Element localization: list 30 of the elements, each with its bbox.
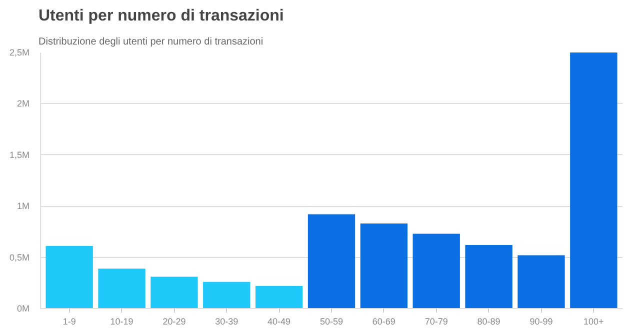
bar (570, 52, 618, 308)
y-tick-label: 1,5M (9, 150, 30, 160)
x-tick-label: 10-19 (110, 316, 134, 326)
x-tick-label: 1-9 (62, 316, 76, 326)
bar (46, 246, 93, 308)
x-tick-label: 90-99 (530, 316, 553, 326)
x-tick-label: 70-79 (424, 316, 448, 326)
bar (150, 276, 198, 308)
bar (360, 224, 408, 308)
bar (412, 234, 460, 308)
y-tick-label: 0,5M (9, 252, 30, 262)
x-tick-label: 40-49 (268, 316, 291, 326)
x-tick-label: 60-69 (372, 316, 396, 326)
chart-title: Utenti per numero di transazioni (38, 8, 284, 24)
bar (203, 282, 250, 308)
y-tick-label: 2M (17, 98, 30, 109)
bar (518, 255, 565, 308)
bar (465, 245, 512, 308)
x-tick-label: 20-29 (162, 316, 186, 326)
x-tick-label: 100+ (584, 316, 604, 326)
chart-subtitle: Distribuzione degli utenti per numero di transazioni (38, 36, 264, 48)
x-tick-label: 50-59 (320, 316, 344, 326)
bar (98, 268, 146, 308)
x-tick-label: 30-39 (215, 316, 238, 326)
bar (255, 286, 303, 308)
y-tick-label: 1M (17, 201, 30, 212)
y-tick-label: 0M (17, 304, 30, 314)
y-tick-label: 2,5M (9, 48, 30, 58)
x-tick-label: 80-89 (477, 316, 500, 326)
bar (308, 214, 356, 308)
